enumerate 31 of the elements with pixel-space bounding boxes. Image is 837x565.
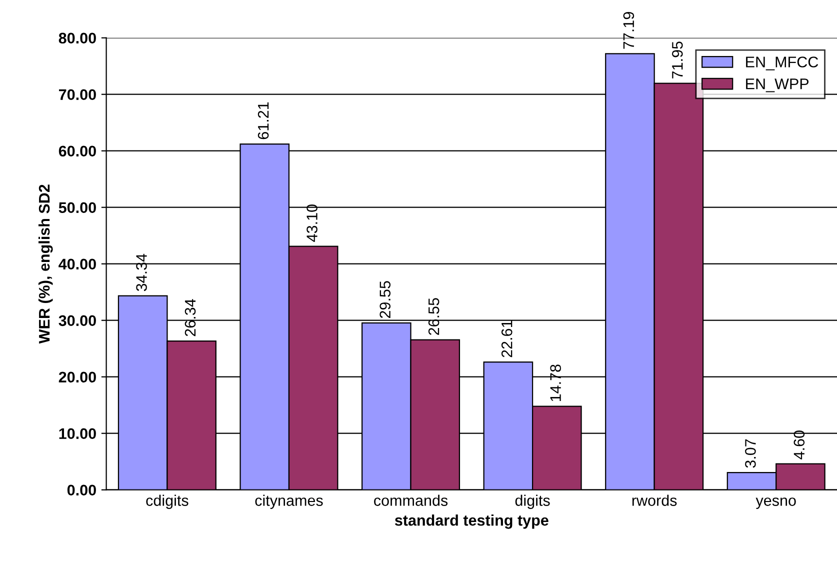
data-label: 3.07	[745, 439, 756, 468]
y-tick-label: 30.00	[58, 315, 96, 326]
y-tick-label: 70.00	[59, 89, 96, 100]
y-axis-title: WER (%), english SD2	[38, 184, 53, 344]
data-label: 34.34	[136, 254, 147, 292]
data-label: 14.78	[550, 364, 561, 402]
data-label: 43.10	[306, 204, 318, 242]
data-label: 26.55	[428, 298, 440, 335]
y-tick-label: 80.00	[58, 32, 96, 44]
legend-label: EN_MFCC	[746, 56, 818, 70]
x-tick-label: citynames	[255, 494, 323, 509]
legend-label: EN_WPP	[746, 78, 809, 92]
y-tick-label: 60.00	[58, 146, 96, 157]
y-tick-label: 40.00	[58, 258, 96, 270]
data-label: 61.21	[258, 102, 269, 140]
data-label: 22.61	[501, 320, 512, 358]
data-label: 4.60	[794, 430, 805, 460]
x-tick-label: yesno	[756, 498, 796, 509]
data-label: 26.34	[184, 299, 196, 336]
x-axis-title: standard testing type	[394, 514, 548, 529]
x-tick-label: rwords	[632, 494, 677, 506]
y-tick-label: 0.00	[67, 484, 96, 496]
data-label: 71.95	[672, 42, 683, 78]
x-tick-label: commands	[374, 494, 448, 506]
y-tick-label: 20.00	[58, 372, 96, 383]
x-tick-label: cdigits	[146, 494, 188, 509]
data-label: 29.55	[380, 281, 390, 318]
y-tick-label: 10.00	[59, 428, 96, 440]
y-tick-label: 50.00	[58, 202, 96, 214]
x-tick-label: digits	[515, 494, 550, 509]
data-label: 77.19	[623, 12, 634, 49]
